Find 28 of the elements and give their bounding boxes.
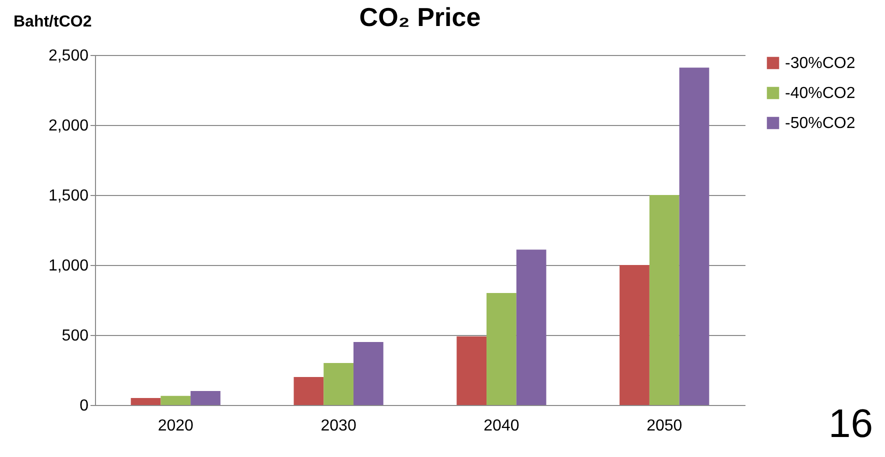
bar [324, 363, 354, 405]
y-tick-label: 2,500 [48, 48, 89, 64]
bar [294, 377, 324, 405]
bar [486, 293, 516, 405]
bar [353, 342, 384, 405]
bar [130, 398, 161, 405]
y-tick-label: 1,000 [48, 258, 89, 274]
bar [516, 250, 546, 405]
bar [679, 68, 710, 405]
y-tick-label: 0 [80, 398, 89, 414]
bar [190, 391, 220, 405]
y-tick-label: 2,000 [48, 118, 89, 134]
bar [620, 265, 650, 405]
y-tick-label: 1,500 [48, 188, 89, 204]
text: 16 [828, 402, 873, 447]
legend-label: -50%CO2 [785, 115, 856, 132]
x-tick-label: 2040 [484, 418, 520, 434]
x-tick-label: 2020 [158, 418, 194, 434]
bar [160, 396, 191, 405]
y-axis-title: Baht/tCO2 [14, 14, 92, 30]
x-tick-label: 2050 [646, 418, 682, 434]
chart-title: CO₂ Price [358, 2, 482, 32]
legend-label: -30%CO2 [785, 55, 856, 72]
bar [649, 195, 680, 405]
x-tick-label: 2030 [320, 418, 356, 434]
bar [456, 336, 487, 405]
y-tick-label: 500 [62, 328, 89, 344]
legend-label: -40%CO2 [785, 85, 856, 102]
